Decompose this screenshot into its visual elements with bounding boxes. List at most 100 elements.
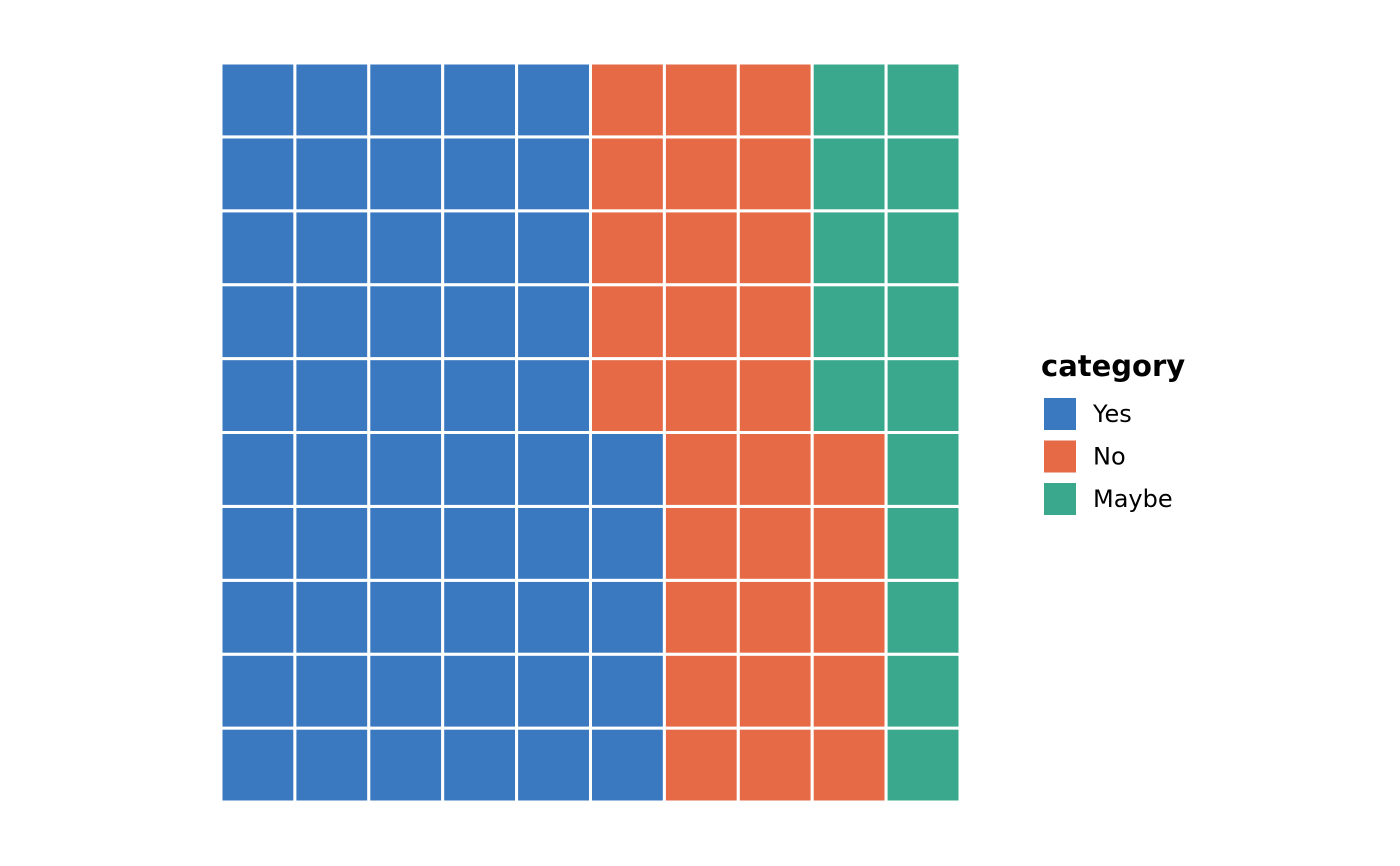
waffle-cell-yes xyxy=(367,652,445,730)
waffle-cell-yes xyxy=(515,357,592,435)
waffle-cell-yes xyxy=(367,357,445,435)
waffle-cell-yes xyxy=(515,283,592,361)
waffle-cell-no xyxy=(662,357,740,435)
waffle-cell-maybe xyxy=(810,61,888,139)
waffle-cell-no xyxy=(736,726,814,804)
waffle-cell-yes xyxy=(293,209,371,287)
waffle-cell-no xyxy=(589,135,666,213)
waffle-cell-no xyxy=(662,578,740,656)
waffle-cell-maybe xyxy=(810,135,888,213)
waffle-cell-yes xyxy=(293,578,371,656)
waffle-cell-yes xyxy=(219,357,297,435)
waffle-cell-yes xyxy=(441,61,519,139)
waffle-cell-yes xyxy=(589,726,666,804)
waffle-cell-no xyxy=(589,209,666,287)
waffle-cell-yes xyxy=(219,578,297,656)
legend-key-no xyxy=(1044,440,1076,473)
legend: category Yes No Maybe xyxy=(1041,349,1185,515)
waffle-cell-no xyxy=(736,61,814,139)
waffle-cell-no xyxy=(736,135,814,213)
waffle-cell-no xyxy=(736,357,814,435)
waffle-cell-yes xyxy=(219,61,297,139)
legend-key-yes xyxy=(1044,398,1076,430)
waffle-cell-yes xyxy=(367,283,445,361)
waffle-cell-maybe xyxy=(884,357,962,435)
waffle-cell-yes xyxy=(367,431,445,508)
waffle-cell-no xyxy=(662,135,740,213)
waffle-cell-no xyxy=(810,578,888,656)
legend-item-yes: Yes xyxy=(1044,398,1132,430)
waffle-cell-no xyxy=(662,504,740,582)
legend-item-no: No xyxy=(1044,440,1126,473)
waffle-cell-yes xyxy=(219,726,297,804)
waffle-cell-yes xyxy=(515,652,592,730)
waffle-cell-no xyxy=(810,726,888,804)
waffle-cell-yes xyxy=(515,504,592,582)
waffle-cell-no xyxy=(736,209,814,287)
waffle-cell-yes xyxy=(293,61,371,139)
waffle-cell-yes xyxy=(589,652,666,730)
waffle-cell-yes xyxy=(219,431,297,508)
waffle-cell-maybe xyxy=(810,283,888,361)
waffle-cell-maybe xyxy=(884,578,962,656)
waffle-cell-yes xyxy=(589,431,666,508)
waffle-cell-yes xyxy=(441,135,519,213)
waffle-cell-yes xyxy=(441,652,519,730)
waffle-cell-no xyxy=(662,652,740,730)
legend-key-maybe xyxy=(1044,483,1076,515)
legend-items: Yes No Maybe xyxy=(1044,398,1173,515)
waffle-cell-yes xyxy=(367,504,445,582)
waffle-cell-maybe xyxy=(884,283,962,361)
waffle-cell-maybe xyxy=(884,135,962,213)
waffle-cell-yes xyxy=(367,135,445,213)
waffle-cell-maybe xyxy=(884,209,962,287)
waffle-cell-no xyxy=(810,504,888,582)
waffle-cell-yes xyxy=(367,578,445,656)
legend-item-maybe: Maybe xyxy=(1044,483,1173,515)
waffle-cell-no xyxy=(589,61,666,139)
waffle-cell-yes xyxy=(589,578,666,656)
waffle-cell-yes xyxy=(441,431,519,508)
waffle-cell-maybe xyxy=(810,209,888,287)
waffle-cell-no xyxy=(662,61,740,139)
waffle-cell-no xyxy=(736,431,814,508)
waffle-cell-yes xyxy=(219,283,297,361)
waffle-cell-yes xyxy=(219,209,297,287)
waffle-cell-yes xyxy=(441,726,519,804)
waffle-cell-yes xyxy=(441,578,519,656)
waffle-cell-yes xyxy=(515,61,592,139)
waffle-cell-yes xyxy=(367,209,445,287)
waffle-cell-no xyxy=(736,652,814,730)
waffle-cell-maybe xyxy=(884,504,962,582)
waffle-cell-no xyxy=(810,431,888,508)
waffle-cell-yes xyxy=(515,135,592,213)
waffle-cell-no xyxy=(589,283,666,361)
waffle-cell-yes xyxy=(441,283,519,361)
waffle-cell-yes xyxy=(441,357,519,435)
waffle-cell-no xyxy=(662,283,740,361)
waffle-cell-no xyxy=(736,578,814,656)
legend-label-maybe: Maybe xyxy=(1093,485,1173,513)
waffle-cell-yes xyxy=(515,578,592,656)
waffle-cells xyxy=(219,61,962,804)
waffle-cell-maybe xyxy=(810,357,888,435)
legend-title: category xyxy=(1041,349,1185,383)
waffle-cell-yes xyxy=(293,504,371,582)
waffle-cell-no xyxy=(589,357,666,435)
waffle-cell-yes xyxy=(515,431,592,508)
waffle-cell-yes xyxy=(367,726,445,804)
waffle-cell-yes xyxy=(589,504,666,582)
waffle-cell-yes xyxy=(367,61,445,139)
waffle-cell-maybe xyxy=(884,726,962,804)
waffle-cell-yes xyxy=(515,726,592,804)
waffle-cell-yes xyxy=(293,652,371,730)
waffle-cell-yes xyxy=(515,209,592,287)
waffle-cell-yes xyxy=(293,431,371,508)
waffle-cell-no xyxy=(810,652,888,730)
legend-label-no: No xyxy=(1093,443,1126,471)
waffle-cell-no xyxy=(736,504,814,582)
waffle-cell-yes xyxy=(293,726,371,804)
waffle-cell-maybe xyxy=(884,61,962,139)
waffle-cell-yes xyxy=(441,209,519,287)
